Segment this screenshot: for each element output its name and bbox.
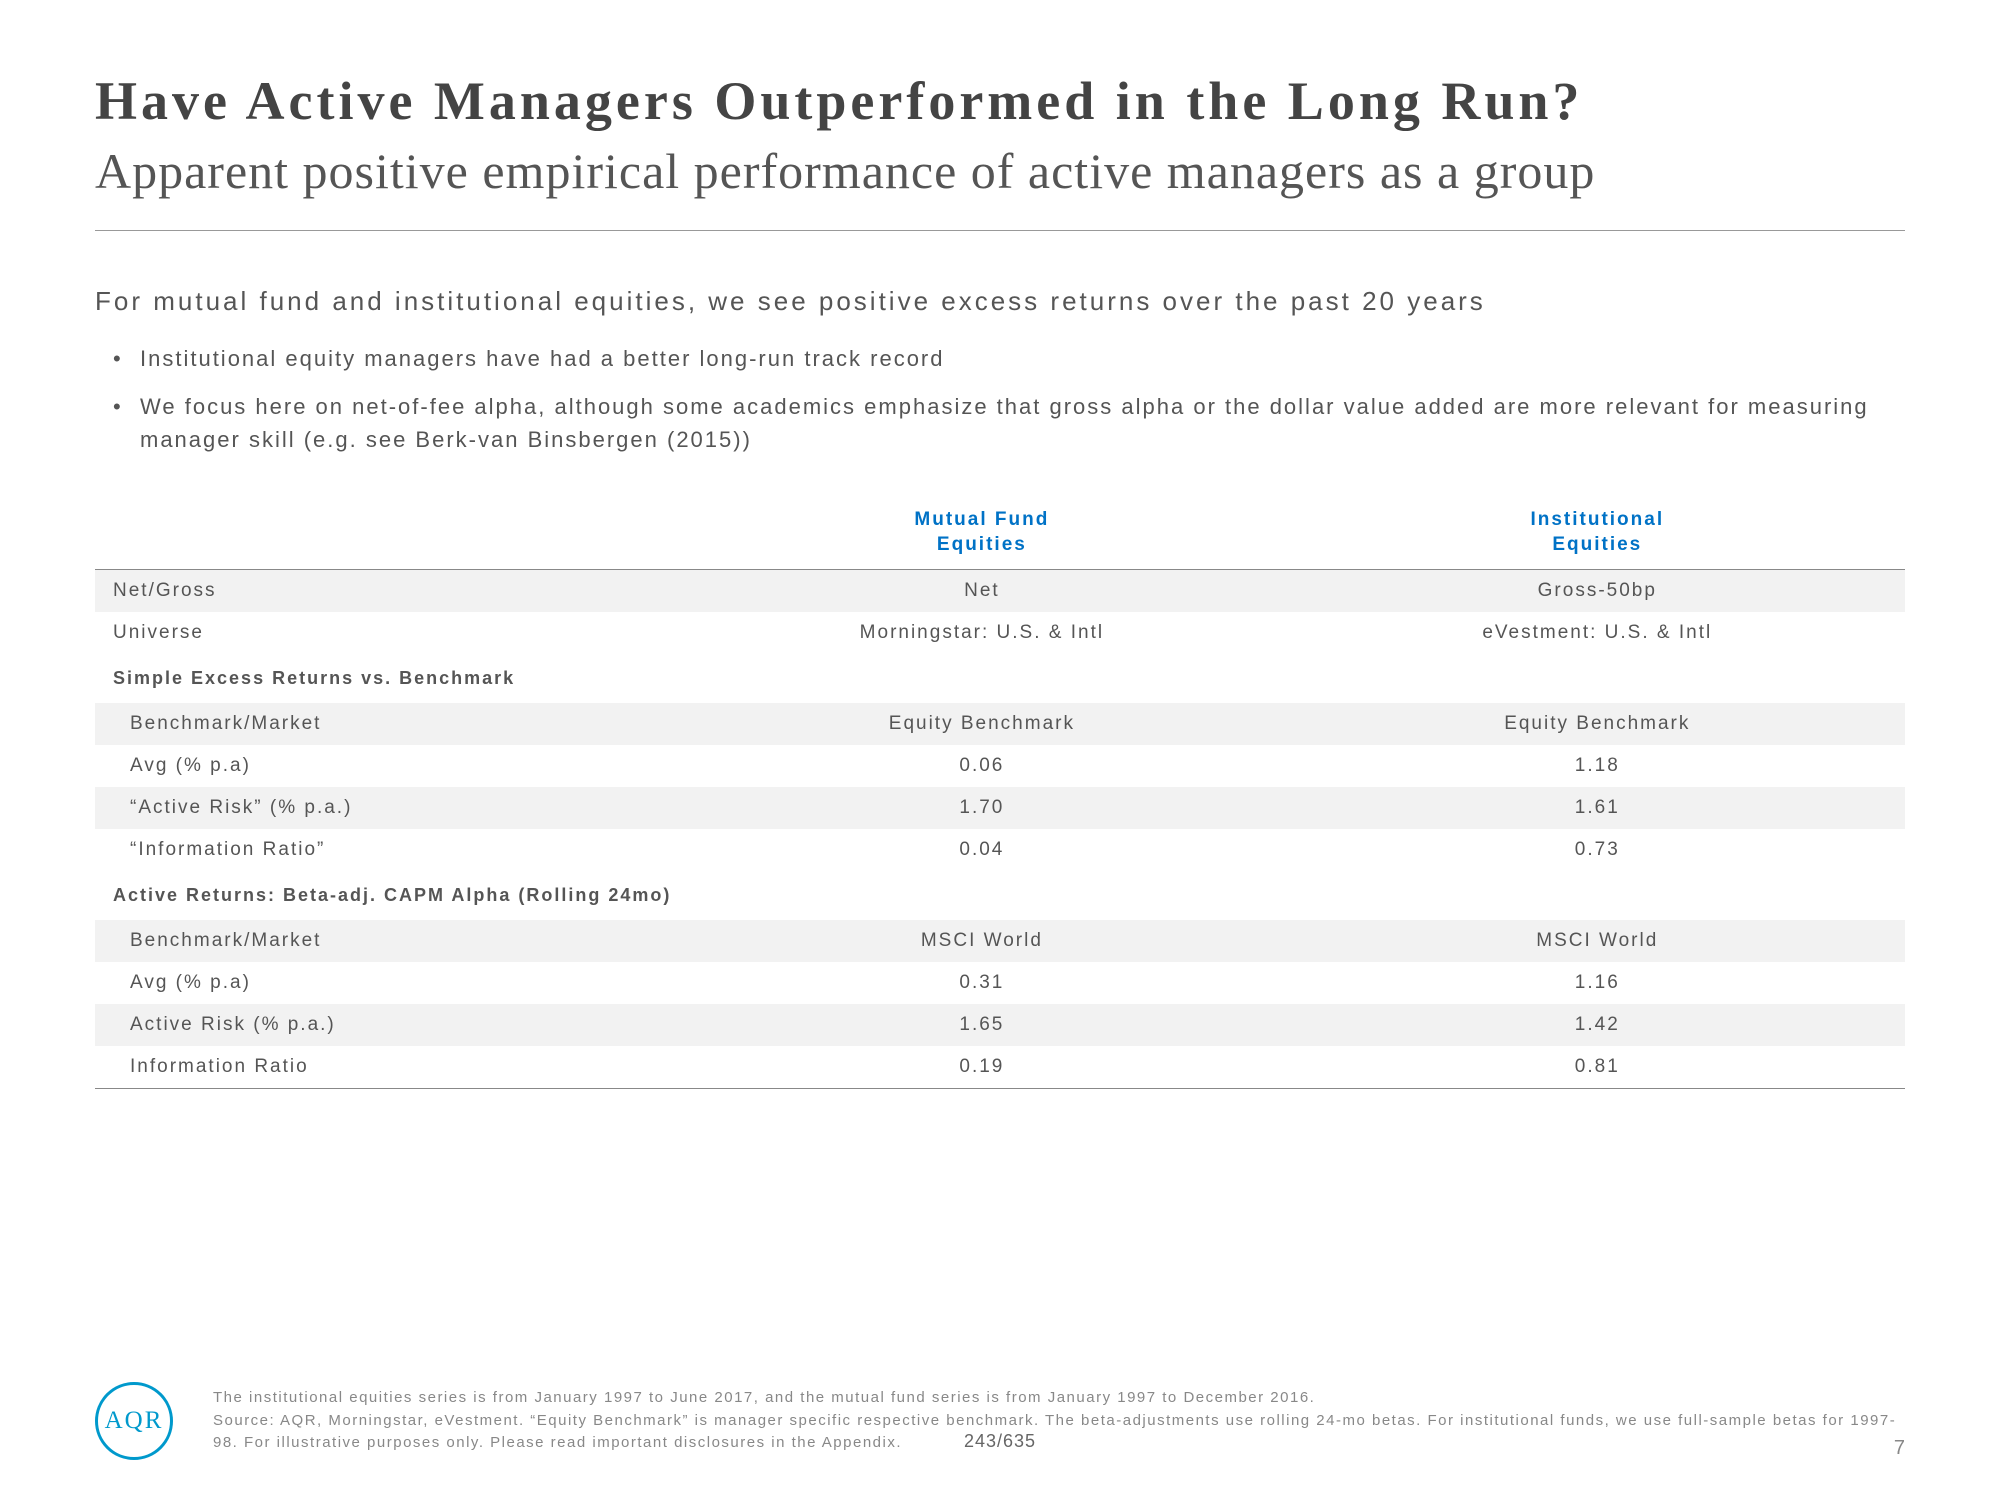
footer: AQR The institutional equities series is… xyxy=(95,1382,1905,1460)
table-row: Net/GrossNetGross-50bp xyxy=(95,570,1905,613)
bullet-item: We focus here on net-of-fee alpha, altho… xyxy=(95,390,1905,456)
table-row: “Information Ratio”0.040.73 xyxy=(95,829,1905,871)
table-row: Benchmark/MarketEquity BenchmarkEquity B… xyxy=(95,703,1905,745)
table-row: Benchmark/MarketMSCI WorldMSCI World xyxy=(95,920,1905,962)
divider xyxy=(95,230,1905,231)
table-row: Avg (% p.a)0.311.16 xyxy=(95,962,1905,1004)
table-header-mutual: Mutual FundEquities xyxy=(674,496,1289,570)
table-row: Active Risk (% p.a.)1.651.42 xyxy=(95,1004,1905,1046)
table-row: Avg (% p.a)0.061.18 xyxy=(95,745,1905,787)
performance-table: Mutual FundEquities InstitutionalEquitie… xyxy=(95,496,1905,1089)
page-number: 7 xyxy=(1894,1437,1905,1460)
table-row: Active Returns: Beta-adj. CAPM Alpha (Ro… xyxy=(95,871,1905,920)
intro-text: For mutual fund and institutional equiti… xyxy=(95,286,1905,317)
table-row: UniverseMorningstar: U.S. & IntleVestmen… xyxy=(95,612,1905,654)
bullet-list: Institutional equity managers have had a… xyxy=(95,342,1905,456)
page-subtitle: Apparent positive empirical performance … xyxy=(95,142,1905,200)
footnotes: The institutional equities series is fro… xyxy=(213,1387,1905,1455)
table-row: Simple Excess Returns vs. Benchmark xyxy=(95,654,1905,703)
bullet-item: Institutional equity managers have had a… xyxy=(95,342,1905,375)
page-counter: 243/635 xyxy=(964,1431,1036,1452)
page-title: Have Active Managers Outperformed in the… xyxy=(95,70,1905,132)
table-header-institutional: InstitutionalEquities xyxy=(1290,496,1905,570)
aqr-logo: AQR xyxy=(95,1382,173,1460)
table-row: “Active Risk” (% p.a.)1.701.61 xyxy=(95,787,1905,829)
table-row: Information Ratio0.190.81 xyxy=(95,1046,1905,1089)
